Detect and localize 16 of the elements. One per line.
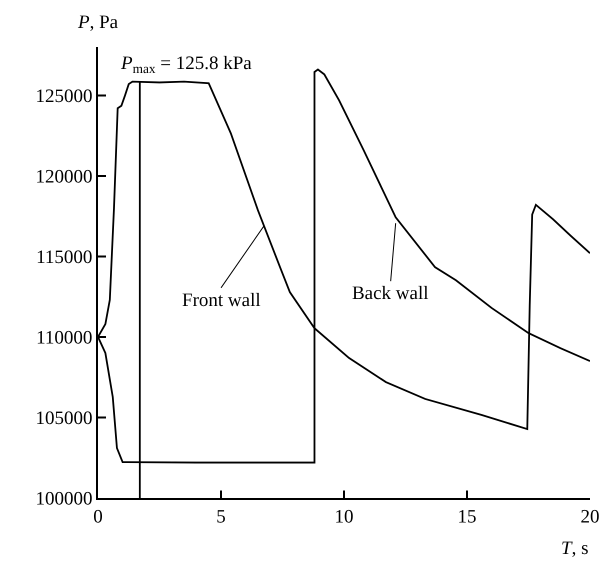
x-tick-label: 20	[580, 506, 600, 528]
y-axis-title: P, Pa	[77, 12, 119, 33]
annotation: P$_{max}$ = 125.8 kPa	[120, 53, 252, 76]
y-tick-label: 125000	[35, 86, 92, 107]
y-tick-label: 105000	[35, 408, 92, 430]
y-tick-label: 115000	[36, 247, 92, 268]
x-tick-label: 15	[458, 506, 476, 528]
y-tick-label: 100000	[35, 488, 92, 510]
x-tick-label: 0	[93, 506, 103, 528]
x-tick-label: 5	[216, 506, 226, 528]
annotation: Front wall	[182, 290, 261, 311]
y-tick-label: 120000	[35, 166, 92, 188]
annotation: Back wall	[352, 283, 429, 304]
x-axis-title: T, s	[561, 538, 588, 559]
x-tick-label: 10	[334, 506, 354, 528]
y-tick-label: 110000	[36, 328, 92, 349]
